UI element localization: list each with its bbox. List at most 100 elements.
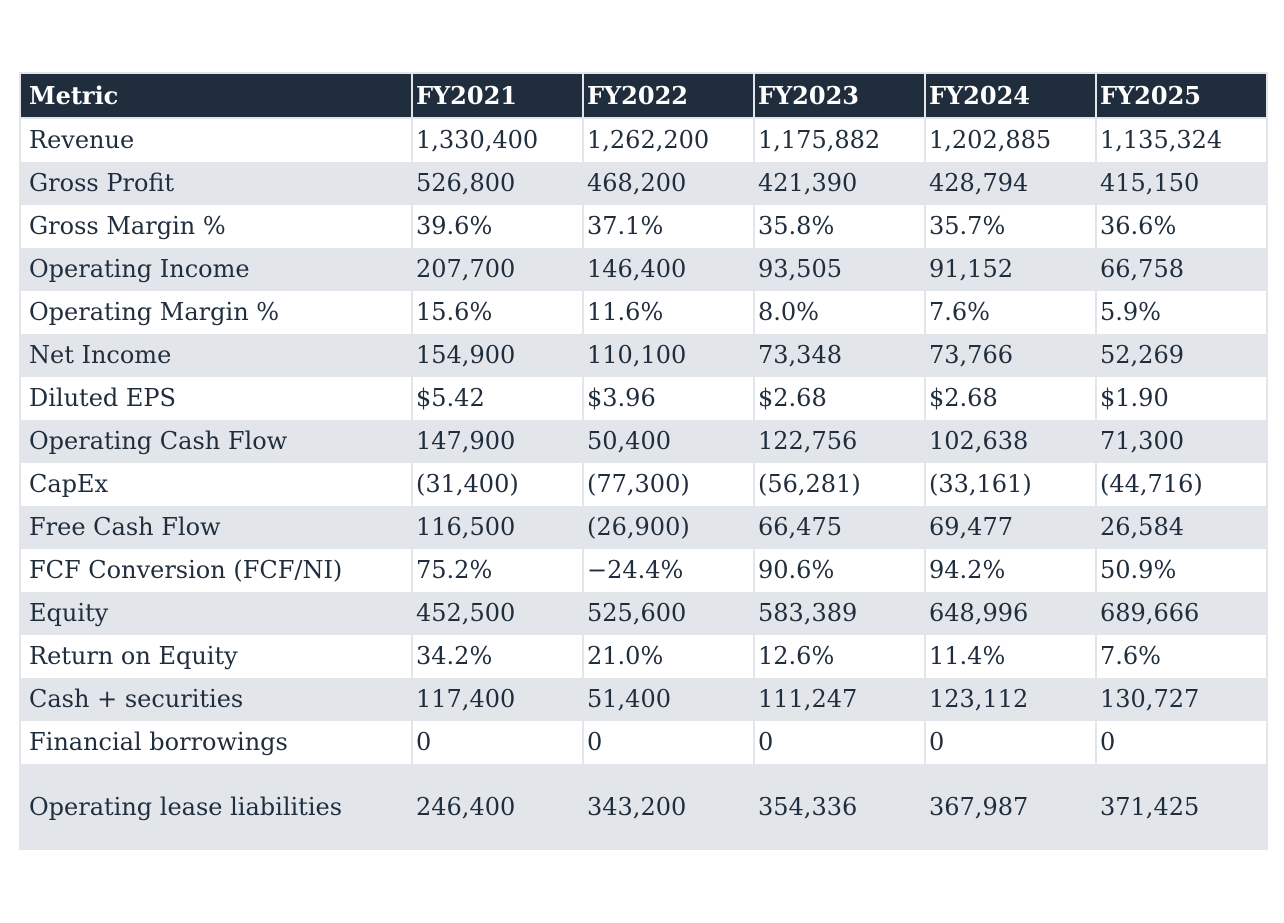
table-row: Gross Profit 526,800 468,200 421,390 428,794…	[19, 162, 1268, 205]
metric-value: 421,390	[753, 162, 926, 205]
metric-label: Gross Margin %	[19, 205, 413, 248]
table-row: Operating Margin % 15.6% 11.6% 8.0% 7.6% 5.9%	[19, 291, 1268, 334]
metric-value: 90.6%	[753, 549, 926, 592]
metric-value: 94.2%	[924, 549, 1097, 592]
table-row: FCF Conversion (FCF/NI) 75.2% −24.4% 90.6% 9…	[19, 549, 1268, 592]
metric-value: 526,800	[411, 162, 584, 205]
metric-value: 343,200	[582, 764, 755, 850]
metric-label: Return on Equity	[19, 635, 413, 678]
table-row: Gross Margin % 39.6% 37.1% 35.8% 35.7% 36.6%	[19, 205, 1268, 248]
metric-value: 34.2%	[411, 635, 584, 678]
metric-value: 583,389	[753, 592, 926, 635]
metric-value: 147,900	[411, 420, 584, 463]
metric-value: 66,758	[1095, 248, 1268, 291]
metric-value: 102,638	[924, 420, 1097, 463]
metric-label: Operating Cash Flow	[19, 420, 413, 463]
metric-value: 73,766	[924, 334, 1097, 377]
metric-value: 117,400	[411, 678, 584, 721]
metric-value: $2.68	[924, 377, 1097, 420]
metric-value: 428,794	[924, 162, 1097, 205]
metric-value: 35.8%	[753, 205, 926, 248]
metric-value: 1,135,324	[1095, 118, 1268, 162]
metric-value: 415,150	[1095, 162, 1268, 205]
metric-value: $1.90	[1095, 377, 1268, 420]
metric-value: 1,262,200	[582, 118, 755, 162]
table-row: CapEx (31,400) (77,300) (56,281) (33,161) (44…	[19, 463, 1268, 506]
metric-value: 69,477	[924, 506, 1097, 549]
metric-value: 7.6%	[1095, 635, 1268, 678]
column-header-metric: Metric	[19, 72, 413, 119]
column-header-fy2024: FY2024	[924, 72, 1097, 119]
metric-label: FCF Conversion (FCF/NI)	[19, 549, 413, 592]
metric-value: 75.2%	[411, 549, 584, 592]
metric-value: 39.6%	[411, 205, 584, 248]
metric-value: 93,505	[753, 248, 926, 291]
metric-value: $3.96	[582, 377, 755, 420]
metric-value: 7.6%	[924, 291, 1097, 334]
table-row: Cash + securities 117,400 51,400 111,247 123…	[19, 678, 1268, 721]
table-row: Financial borrowings 0 0 0 0 0	[19, 721, 1268, 764]
metric-value: 35.7%	[924, 205, 1097, 248]
metric-value: 36.6%	[1095, 205, 1268, 248]
metric-label: Free Cash Flow	[19, 506, 413, 549]
table-body: Revenue 1,330,400 1,262,200 1,175,882 1,202,…	[19, 118, 1268, 850]
metric-value: 11.6%	[582, 291, 755, 334]
metric-value: 1,202,885	[924, 118, 1097, 162]
metric-value: 71,300	[1095, 420, 1268, 463]
metric-value: (31,400)	[411, 463, 584, 506]
metric-label: CapEx	[19, 463, 413, 506]
column-header-fy2025: FY2025	[1095, 72, 1268, 119]
metric-value: 1,330,400	[411, 118, 584, 162]
column-header-fy2021: FY2021	[411, 72, 584, 119]
table-row: Revenue 1,330,400 1,262,200 1,175,882 1,202,…	[19, 118, 1268, 162]
metric-value: (56,281)	[753, 463, 926, 506]
metric-label: Net Income	[19, 334, 413, 377]
metric-value: (33,161)	[924, 463, 1097, 506]
column-header-fy2023: FY2023	[753, 72, 926, 119]
metric-value: 50,400	[582, 420, 755, 463]
metric-value: 468,200	[582, 162, 755, 205]
metric-label: Equity	[19, 592, 413, 635]
metric-value: 154,900	[411, 334, 584, 377]
metric-value: (44,716)	[1095, 463, 1268, 506]
table-row: Free Cash Flow 116,500 (26,900) 66,475 69,47…	[19, 506, 1268, 549]
metric-value: 1,175,882	[753, 118, 926, 162]
metric-value: 130,727	[1095, 678, 1268, 721]
metric-value: 26,584	[1095, 506, 1268, 549]
metric-value: 689,666	[1095, 592, 1268, 635]
table-row: Equity 452,500 525,600 583,389 648,996 689,66…	[19, 592, 1268, 635]
metric-value: −24.4%	[582, 549, 755, 592]
metric-label: Gross Profit	[19, 162, 413, 205]
metric-value: 525,600	[582, 592, 755, 635]
metric-value: 37.1%	[582, 205, 755, 248]
financial-metrics-table: Metric FY2021 FY2022 FY2023 FY2024 FY202…	[19, 72, 1268, 850]
metric-value: 11.4%	[924, 635, 1097, 678]
metric-value: 116,500	[411, 506, 584, 549]
metric-value: 123,112	[924, 678, 1097, 721]
metric-value: 207,700	[411, 248, 584, 291]
metric-value: 5.9%	[1095, 291, 1268, 334]
metric-label: Operating Margin %	[19, 291, 413, 334]
table-row: Operating Cash Flow 147,900 50,400 122,756 1…	[19, 420, 1268, 463]
table-row: Operating Income 207,700 146,400 93,505 91,1…	[19, 248, 1268, 291]
metric-value: 122,756	[753, 420, 926, 463]
metric-label: Operating Income	[19, 248, 413, 291]
table-row: Return on Equity 34.2% 21.0% 12.6% 11.4% 7.6%	[19, 635, 1268, 678]
metric-value: 452,500	[411, 592, 584, 635]
metric-value: 367,987	[924, 764, 1097, 850]
metric-value: 15.6%	[411, 291, 584, 334]
metric-value: 0	[582, 721, 755, 764]
metric-label: Diluted EPS	[19, 377, 413, 420]
metric-label: Operating lease liabilities	[19, 764, 413, 850]
metric-value: 8.0%	[753, 291, 926, 334]
column-header-fy2022: FY2022	[582, 72, 755, 119]
metric-value: $5.42	[411, 377, 584, 420]
metric-value: 648,996	[924, 592, 1097, 635]
metric-value: 246,400	[411, 764, 584, 850]
metric-value: $2.68	[753, 377, 926, 420]
metric-value: 0	[1095, 721, 1268, 764]
table-row: Net Income 154,900 110,100 73,348 73,766 52,2…	[19, 334, 1268, 377]
metric-value: (77,300)	[582, 463, 755, 506]
header-row: Metric FY2021 FY2022 FY2023 FY2024 FY202…	[19, 72, 1268, 119]
metric-value: 91,152	[924, 248, 1097, 291]
